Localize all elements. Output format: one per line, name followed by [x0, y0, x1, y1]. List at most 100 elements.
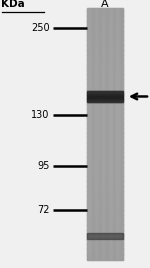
Bar	[87, 28, 123, 29]
Bar	[87, 27, 123, 28]
Bar	[87, 232, 123, 233]
Bar	[87, 116, 123, 118]
Bar	[87, 88, 123, 90]
Bar	[87, 115, 123, 116]
Bar	[87, 185, 123, 187]
Bar	[87, 55, 123, 57]
Bar	[87, 219, 123, 221]
Bar	[87, 198, 123, 199]
Bar	[111, 8, 112, 260]
Bar	[87, 101, 123, 102]
Bar	[87, 251, 123, 252]
Bar	[87, 211, 123, 213]
Bar	[87, 59, 123, 61]
Bar	[99, 8, 100, 260]
Bar	[87, 97, 123, 99]
Bar	[87, 93, 123, 95]
Bar	[87, 132, 123, 134]
Bar	[87, 94, 123, 95]
Bar	[87, 223, 123, 225]
Bar	[87, 152, 123, 154]
Bar	[87, 25, 123, 27]
Bar	[87, 176, 123, 178]
Bar	[87, 142, 123, 144]
Bar	[87, 234, 123, 236]
Bar	[87, 244, 123, 246]
Bar	[87, 9, 123, 10]
Bar	[87, 225, 123, 227]
Bar	[87, 179, 123, 181]
Bar	[87, 180, 123, 182]
Bar	[91, 8, 92, 260]
Bar	[87, 156, 123, 158]
Bar	[87, 245, 123, 247]
Bar	[87, 49, 123, 51]
Bar	[87, 30, 123, 32]
Bar	[87, 169, 123, 170]
Bar	[87, 136, 123, 138]
Bar	[87, 69, 123, 71]
Bar	[87, 199, 123, 201]
Bar	[87, 194, 123, 196]
Bar	[87, 29, 123, 31]
Bar	[87, 110, 123, 111]
Bar	[87, 68, 123, 70]
Bar	[87, 196, 123, 198]
Bar	[116, 8, 117, 260]
Bar	[87, 13, 123, 14]
Bar	[87, 166, 123, 168]
Bar	[87, 254, 123, 256]
Bar	[87, 186, 123, 188]
Bar	[87, 97, 123, 98]
Bar	[87, 91, 123, 92]
Bar	[106, 8, 107, 260]
Bar	[87, 11, 123, 13]
Bar	[87, 127, 123, 129]
Bar	[87, 35, 123, 37]
Bar	[87, 256, 123, 258]
Bar	[87, 190, 123, 192]
Bar	[87, 58, 123, 60]
Bar	[87, 98, 123, 99]
Bar	[104, 8, 105, 260]
Bar	[87, 96, 123, 98]
Bar	[87, 62, 123, 64]
Bar	[87, 184, 123, 186]
Bar	[87, 39, 123, 41]
Bar	[87, 99, 123, 101]
Bar	[87, 91, 123, 92]
Bar	[87, 67, 123, 69]
Bar	[87, 159, 123, 161]
Bar	[87, 191, 123, 193]
Bar	[115, 8, 116, 260]
Bar	[87, 154, 123, 155]
Bar	[112, 8, 113, 260]
Bar	[87, 137, 123, 139]
Bar	[105, 8, 106, 260]
Bar	[87, 105, 123, 106]
Bar	[87, 81, 123, 82]
Bar	[87, 210, 123, 212]
Bar	[87, 51, 123, 53]
Bar	[87, 189, 123, 191]
Bar	[87, 111, 123, 113]
Bar	[87, 89, 123, 91]
Bar	[87, 151, 123, 153]
Bar	[87, 227, 123, 228]
Bar	[87, 10, 123, 12]
Bar	[87, 82, 123, 84]
Bar	[87, 107, 123, 109]
Bar	[87, 76, 123, 77]
Bar	[87, 148, 123, 150]
Bar	[119, 8, 120, 260]
Bar	[87, 178, 123, 179]
Bar	[87, 44, 123, 46]
Bar	[87, 83, 123, 85]
Bar	[87, 173, 123, 174]
Bar	[87, 112, 123, 114]
Bar	[87, 63, 123, 65]
Bar	[87, 239, 123, 241]
Bar	[87, 15, 123, 17]
Bar	[87, 18, 123, 19]
Bar	[87, 92, 123, 93]
